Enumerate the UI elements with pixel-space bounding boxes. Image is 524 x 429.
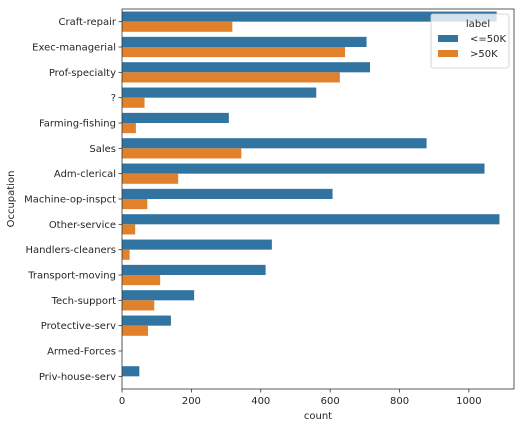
legend-title: label [466, 19, 490, 30]
y-tick-label: Exec-managerial [32, 43, 116, 54]
y-tick-label: Craft-repair [58, 17, 116, 28]
bar-gt50k [122, 325, 149, 336]
bar-le50k [122, 239, 272, 250]
y-tick-label: Adm-clerical [54, 169, 116, 180]
bar-le50k [122, 366, 140, 377]
y-axis-title: Occupation [6, 171, 17, 228]
bar-gt50k [122, 224, 136, 235]
y-tick-label: Handlers-cleaners [25, 245, 116, 256]
y-tick-label: Machine-op-inspct [24, 195, 116, 206]
x-axis-title: count [304, 411, 332, 422]
bar-gt50k [122, 249, 130, 260]
bars [122, 11, 500, 377]
y-tick-label: Protective-serv [41, 321, 116, 332]
bar-le50k [122, 87, 317, 98]
bar-le50k [122, 214, 500, 225]
bar-le50k [122, 36, 367, 47]
bar-gt50k [122, 72, 340, 83]
y-tick-label: Other-service [49, 220, 116, 231]
bar-gt50k [122, 148, 242, 159]
y-axis-ticks: Craft-repair Exec-managerial Prof-specialt… [24, 17, 122, 383]
y-tick-label: Transport-moving [27, 271, 116, 282]
y-tick-label: Prof-specialty [49, 68, 116, 79]
bar-gt50k [122, 275, 161, 286]
bar-gt50k [122, 199, 148, 210]
bar-gt50k [122, 300, 155, 311]
x-tick-label: 600 [321, 396, 340, 407]
bar-gt50k [122, 97, 145, 108]
plot-frame [121, 8, 515, 390]
legend-label: <=50K [470, 34, 506, 45]
bar-le50k [122, 62, 371, 73]
y-tick-label: Tech-support [51, 296, 116, 307]
bar-le50k [122, 163, 485, 174]
bar-le50k [122, 315, 171, 326]
x-tick-label: 800 [390, 396, 409, 407]
bar-gt50k [122, 21, 233, 32]
bar-le50k [122, 138, 427, 149]
legend: label <=50K >50K [430, 13, 510, 69]
legend-swatch [438, 50, 458, 57]
x-tick-label: 0 [119, 396, 125, 407]
x-axis-ticks: 0 200 400 600 800 1000 [119, 389, 482, 407]
y-tick-label: Sales [89, 144, 116, 155]
bar-gt50k [122, 173, 179, 184]
x-tick-label: 200 [182, 396, 201, 407]
y-tick-label: ? [111, 93, 116, 104]
bar-le50k [122, 11, 497, 22]
bar-le50k [122, 290, 195, 301]
bar-gt50k [122, 123, 136, 134]
bar-le50k [122, 112, 229, 123]
bar-gt50k [122, 47, 346, 58]
legend-swatch [438, 35, 458, 42]
bar-le50k [122, 188, 333, 199]
x-tick-label: 1000 [456, 396, 481, 407]
legend-label: >50K [470, 49, 498, 60]
y-tick-label: Priv-house-serv [39, 372, 116, 383]
x-tick-label: 400 [251, 396, 270, 407]
legend-items: <=50K >50K [438, 34, 506, 60]
y-tick-label: Farming-fishing [39, 119, 116, 130]
bar-le50k [122, 264, 266, 275]
y-tick-label: Armed-Forces [47, 347, 116, 358]
